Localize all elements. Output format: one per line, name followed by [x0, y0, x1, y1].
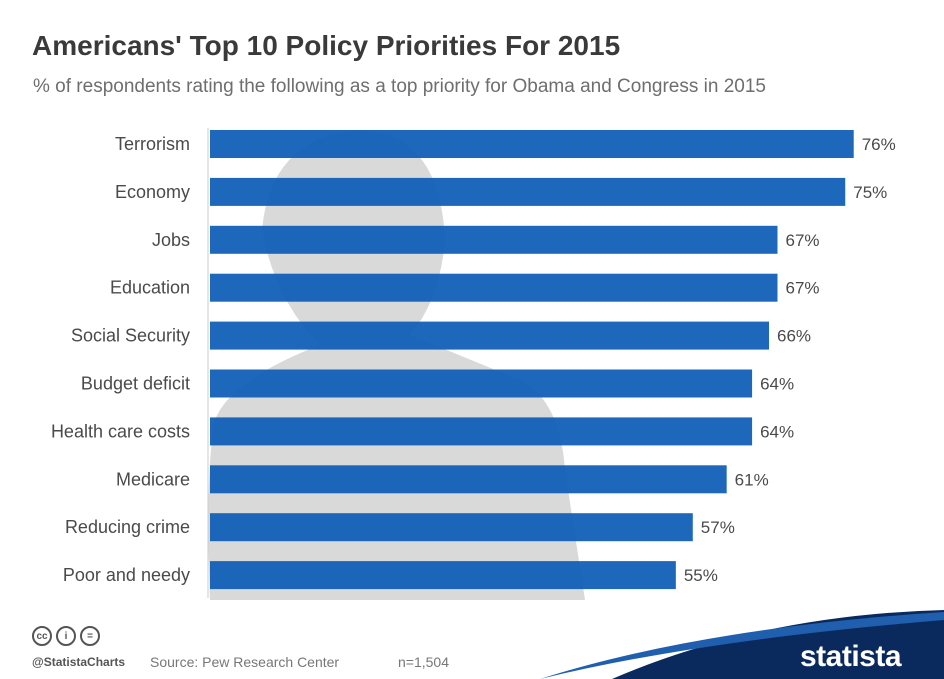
- bar-social-security: [210, 321, 770, 350]
- license-icons: cc i =: [32, 626, 100, 646]
- category-label: Reducing crime: [65, 517, 190, 537]
- brand-swoosh-accent: [540, 612, 944, 679]
- nd-icon: =: [80, 626, 100, 646]
- chart-title: Americans' Top 10 Policy Priorities For …: [32, 30, 621, 61]
- value-label: 67%: [785, 279, 819, 298]
- category-label: Budget deficit: [81, 374, 190, 394]
- bar-reducing-crime: [210, 513, 693, 542]
- bar-medicare: [210, 465, 727, 494]
- category-label: Medicare: [116, 469, 190, 489]
- value-label: 76%: [862, 135, 896, 154]
- sample-size: n=1,504: [398, 654, 449, 670]
- bar-terrorism: [210, 130, 854, 158]
- category-label: Jobs: [152, 230, 190, 250]
- value-label: 66%: [777, 327, 811, 346]
- value-label: 75%: [853, 183, 887, 202]
- category-label: Health care costs: [51, 421, 190, 441]
- value-label: 61%: [735, 470, 769, 489]
- source-text: Source: Pew Research Center: [150, 654, 340, 670]
- bar-jobs: [210, 225, 778, 254]
- value-label: 55%: [684, 566, 718, 585]
- bar-budget-deficit: [210, 369, 753, 398]
- bar-economy: [210, 177, 846, 206]
- cc-icon: cc: [32, 626, 52, 646]
- value-label: 67%: [785, 231, 819, 250]
- chart-subtitle: % of respondents rating the following as…: [33, 76, 766, 97]
- statista-handle: @StatistaCharts: [32, 655, 126, 669]
- value-label: 64%: [760, 422, 794, 441]
- category-label: Education: [110, 278, 190, 298]
- statista-logo[interactable]: statista: [800, 640, 902, 673]
- category-label: Terrorism: [115, 134, 190, 154]
- category-label: Social Security: [71, 326, 190, 346]
- category-label: Poor and needy: [63, 565, 190, 585]
- value-label: 57%: [701, 518, 735, 537]
- category-label: Economy: [115, 182, 190, 202]
- bar-education: [210, 273, 778, 302]
- bar-health-care-costs: [210, 417, 753, 446]
- value-label: 64%: [760, 375, 794, 394]
- by-icon: i: [56, 626, 76, 646]
- bar-poor-and-needy: [210, 561, 676, 590]
